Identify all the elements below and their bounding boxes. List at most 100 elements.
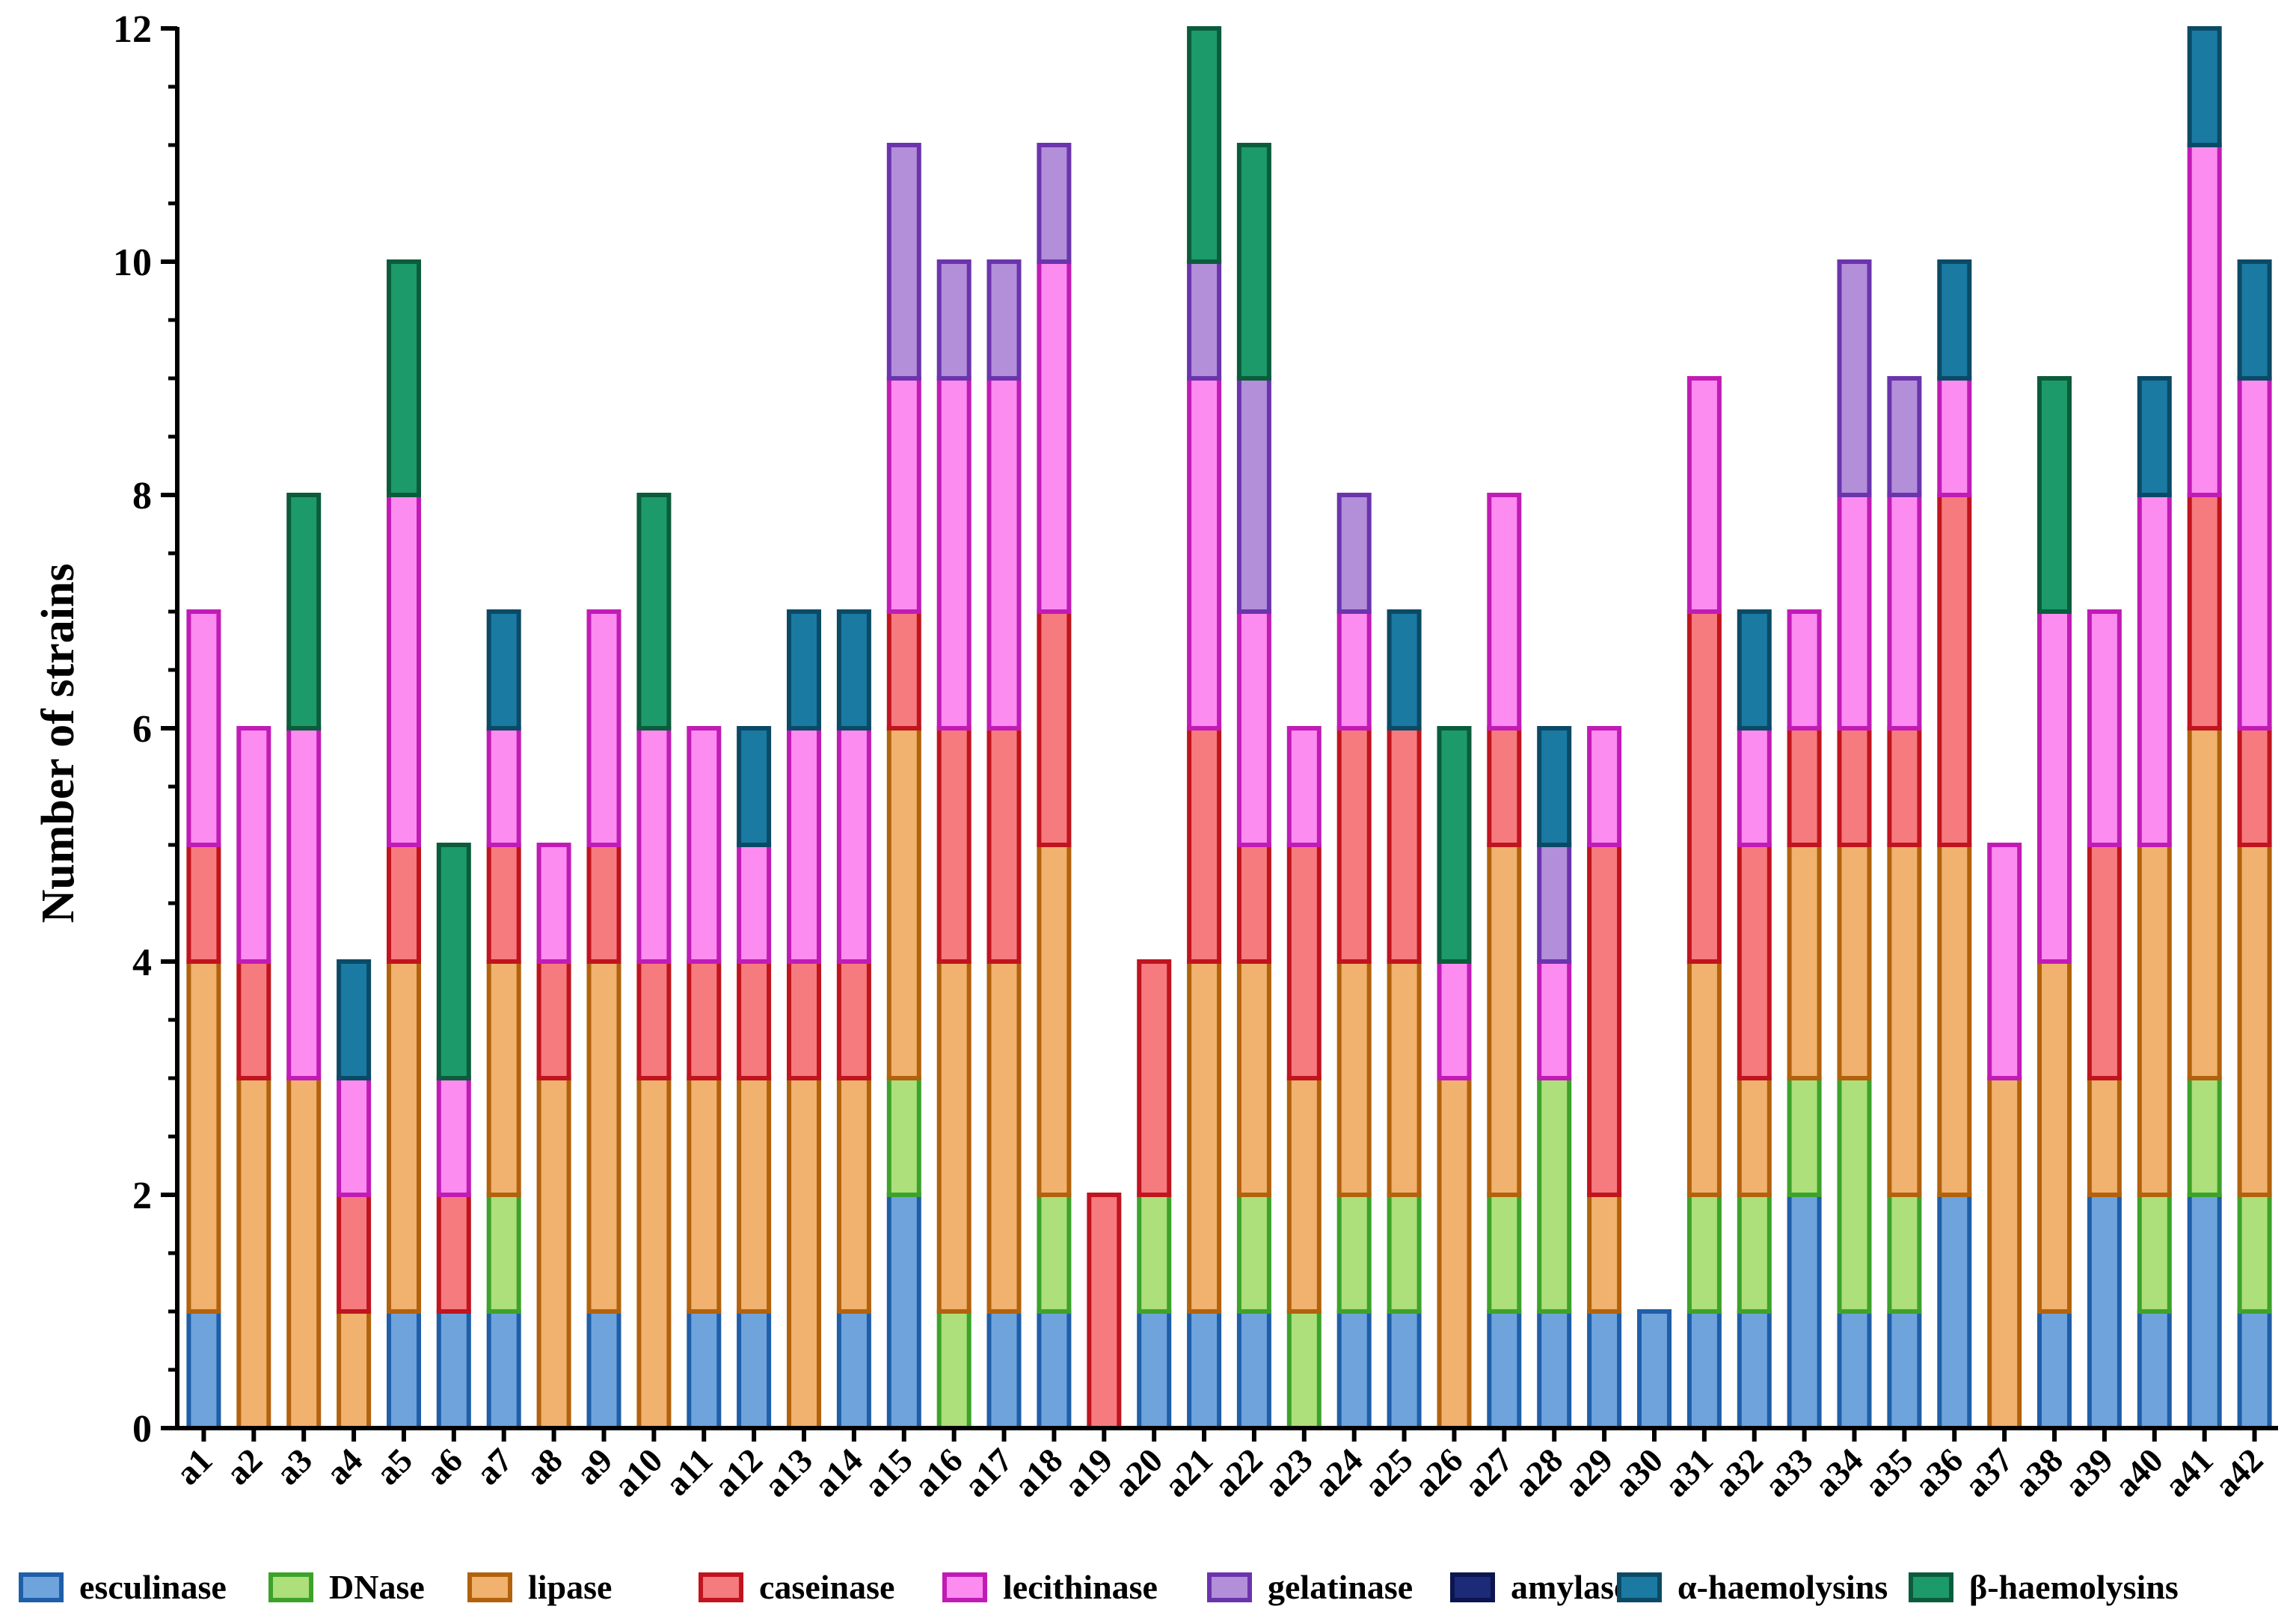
bar-segment-a6-series-4: [436, 1076, 471, 1197]
bar-segment-a42-series-1: [2237, 1193, 2272, 1314]
bar-segment-a41-series-3: [2187, 493, 2222, 731]
bar-segment-a23-series-3: [1286, 843, 1322, 1080]
bar-segment-a35-series-5: [1887, 376, 1922, 497]
bar-segment-a22-series-8: [1236, 143, 1271, 381]
legend: esculinase DNase lipase caseinase lecithinas…: [19, 1568, 2179, 1606]
legend-label-series-0: esculinase: [79, 1568, 227, 1606]
bar-segment-a24-series-4: [1336, 609, 1372, 731]
bar-segment-a40-series-1: [2137, 1193, 2172, 1314]
bar-segment-a22-series-1: [1236, 1193, 1271, 1314]
bar-segment-a29-series-2: [1587, 1193, 1622, 1314]
bar-segment-a40-series-2: [2137, 843, 2172, 1197]
bar-segment-a4-series-3: [337, 1193, 372, 1314]
bar-segment-a16-series-3: [936, 726, 971, 964]
bar-segment-a31-series-1: [1686, 1193, 1722, 1314]
bar-segment-a35-series-3: [1887, 726, 1922, 847]
bar-segment-a13-series-2: [787, 1076, 821, 1430]
legend-swatch-series-1: [268, 1572, 313, 1602]
bar-segment-a25-series-2: [1387, 959, 1422, 1197]
legend-swatch-series-3: [699, 1572, 743, 1602]
bar-segment-a5-series-8: [387, 259, 421, 497]
bar-segment-a7-series-2: [486, 959, 521, 1197]
bar-segment-a7-series-3: [486, 843, 521, 964]
bar-segment-a9-series-3: [586, 843, 621, 964]
bar-segment-a39-series-4: [2087, 609, 2122, 847]
bar-segment-a38-series-0: [2037, 1309, 2072, 1430]
bar-segment-a6-series-0: [436, 1309, 471, 1430]
bar-segment-a8-series-2: [536, 1076, 571, 1430]
y-axis-title: Number of strains: [33, 563, 84, 923]
bar-segment-a42-series-4: [2237, 376, 2272, 731]
bar-segment-a6-series-8: [436, 843, 471, 1080]
bar-segment-a15-series-3: [886, 609, 921, 731]
bar-segment-a5-series-3: [387, 843, 421, 964]
bars-group: [186, 26, 2272, 1430]
bar-segment-a29-series-3: [1587, 843, 1622, 1197]
bar-segment-a33-series-2: [1787, 843, 1822, 1080]
bar-segment-a1-series-4: [186, 609, 221, 847]
bar-segment-a21-series-4: [1187, 376, 1222, 731]
bar-segment-a40-series-4: [2137, 493, 2172, 847]
x-tick-label-a42: a42: [2207, 1441, 2271, 1504]
bar-segment-a40-series-0: [2137, 1309, 2172, 1430]
bar-segment-a7-series-1: [486, 1193, 521, 1314]
bar-segment-a19-series-3: [1087, 1193, 1122, 1430]
legend-swatch-series-5: [1207, 1572, 1252, 1602]
bar-segment-a24-series-5: [1336, 493, 1372, 614]
bar-segment-a26-series-2: [1437, 1076, 1472, 1430]
bar-segment-a2-series-2: [236, 1076, 271, 1430]
bar-segment-a16-series-2: [936, 959, 971, 1314]
bar-segment-a24-series-2: [1336, 959, 1372, 1197]
bar-segment-a40-series-7: [2137, 376, 2172, 497]
y-tick-label-12: 12: [113, 8, 152, 51]
bar-segment-a18-series-0: [1037, 1309, 1072, 1430]
bar-segment-a29-series-4: [1587, 726, 1622, 847]
bar-segment-a39-series-0: [2087, 1193, 2122, 1430]
bar-segment-a16-series-5: [936, 259, 971, 381]
bar-segment-a18-series-5: [1037, 143, 1072, 264]
bar-segment-a13-series-4: [787, 726, 821, 964]
legend-label-series-7: α-haemolysins: [1677, 1568, 1888, 1606]
bar-segment-a8-series-3: [536, 959, 571, 1080]
bar-segment-a4-series-2: [337, 1309, 372, 1430]
bar-segment-a34-series-2: [1837, 843, 1872, 1080]
bar-segment-a38-series-2: [2037, 959, 2072, 1314]
legend-label-series-3: caseinase: [759, 1568, 894, 1606]
legend-swatch-series-2: [467, 1572, 512, 1602]
legend-swatch-series-6: [1450, 1572, 1495, 1602]
x-tick-label-a1: a1: [168, 1441, 220, 1492]
y-tick-label-2: 2: [132, 1175, 152, 1217]
bar-segment-a37-series-2: [1987, 1076, 2022, 1430]
bar-segment-a13-series-3: [787, 959, 821, 1080]
bar-segment-a23-series-4: [1286, 726, 1322, 847]
bar-segment-a41-series-2: [2187, 726, 2222, 1080]
bar-segment-a7-series-4: [486, 726, 521, 847]
bar-segment-a15-series-2: [886, 726, 921, 1080]
bar-segment-a28-series-7: [1537, 726, 1572, 847]
bar-segment-a25-series-3: [1387, 726, 1422, 964]
bar-segment-a5-series-0: [387, 1309, 421, 1430]
bar-segment-a26-series-4: [1437, 959, 1472, 1080]
bar-segment-a24-series-1: [1336, 1193, 1372, 1314]
bar-segment-a12-series-4: [737, 843, 772, 964]
bar-segment-a12-series-0: [737, 1309, 772, 1430]
x-tick-label-a8: a8: [518, 1441, 570, 1492]
bar-segment-a41-series-7: [2187, 26, 2222, 147]
bar-segment-a12-series-7: [737, 726, 772, 847]
bar-segment-a4-series-7: [337, 959, 372, 1080]
bar-segment-a2-series-3: [236, 959, 271, 1080]
bar-segment-a15-series-1: [886, 1076, 921, 1197]
bar-segment-a39-series-2: [2087, 1076, 2122, 1197]
bar-segment-a34-series-4: [1837, 493, 1872, 731]
bar-segment-a22-series-3: [1236, 843, 1271, 964]
bar-segment-a16-series-1: [936, 1309, 971, 1430]
bar-segment-a17-series-0: [986, 1309, 1022, 1430]
legend-label-series-5: gelatinase: [1268, 1568, 1413, 1606]
bar-segment-a35-series-0: [1887, 1309, 1922, 1430]
bar-segment-a5-series-4: [387, 493, 421, 847]
bar-segment-a12-series-2: [737, 1076, 772, 1314]
legend-swatch-series-0: [19, 1572, 64, 1602]
bar-segment-a14-series-2: [836, 1076, 871, 1314]
bar-segment-a21-series-2: [1187, 959, 1222, 1314]
